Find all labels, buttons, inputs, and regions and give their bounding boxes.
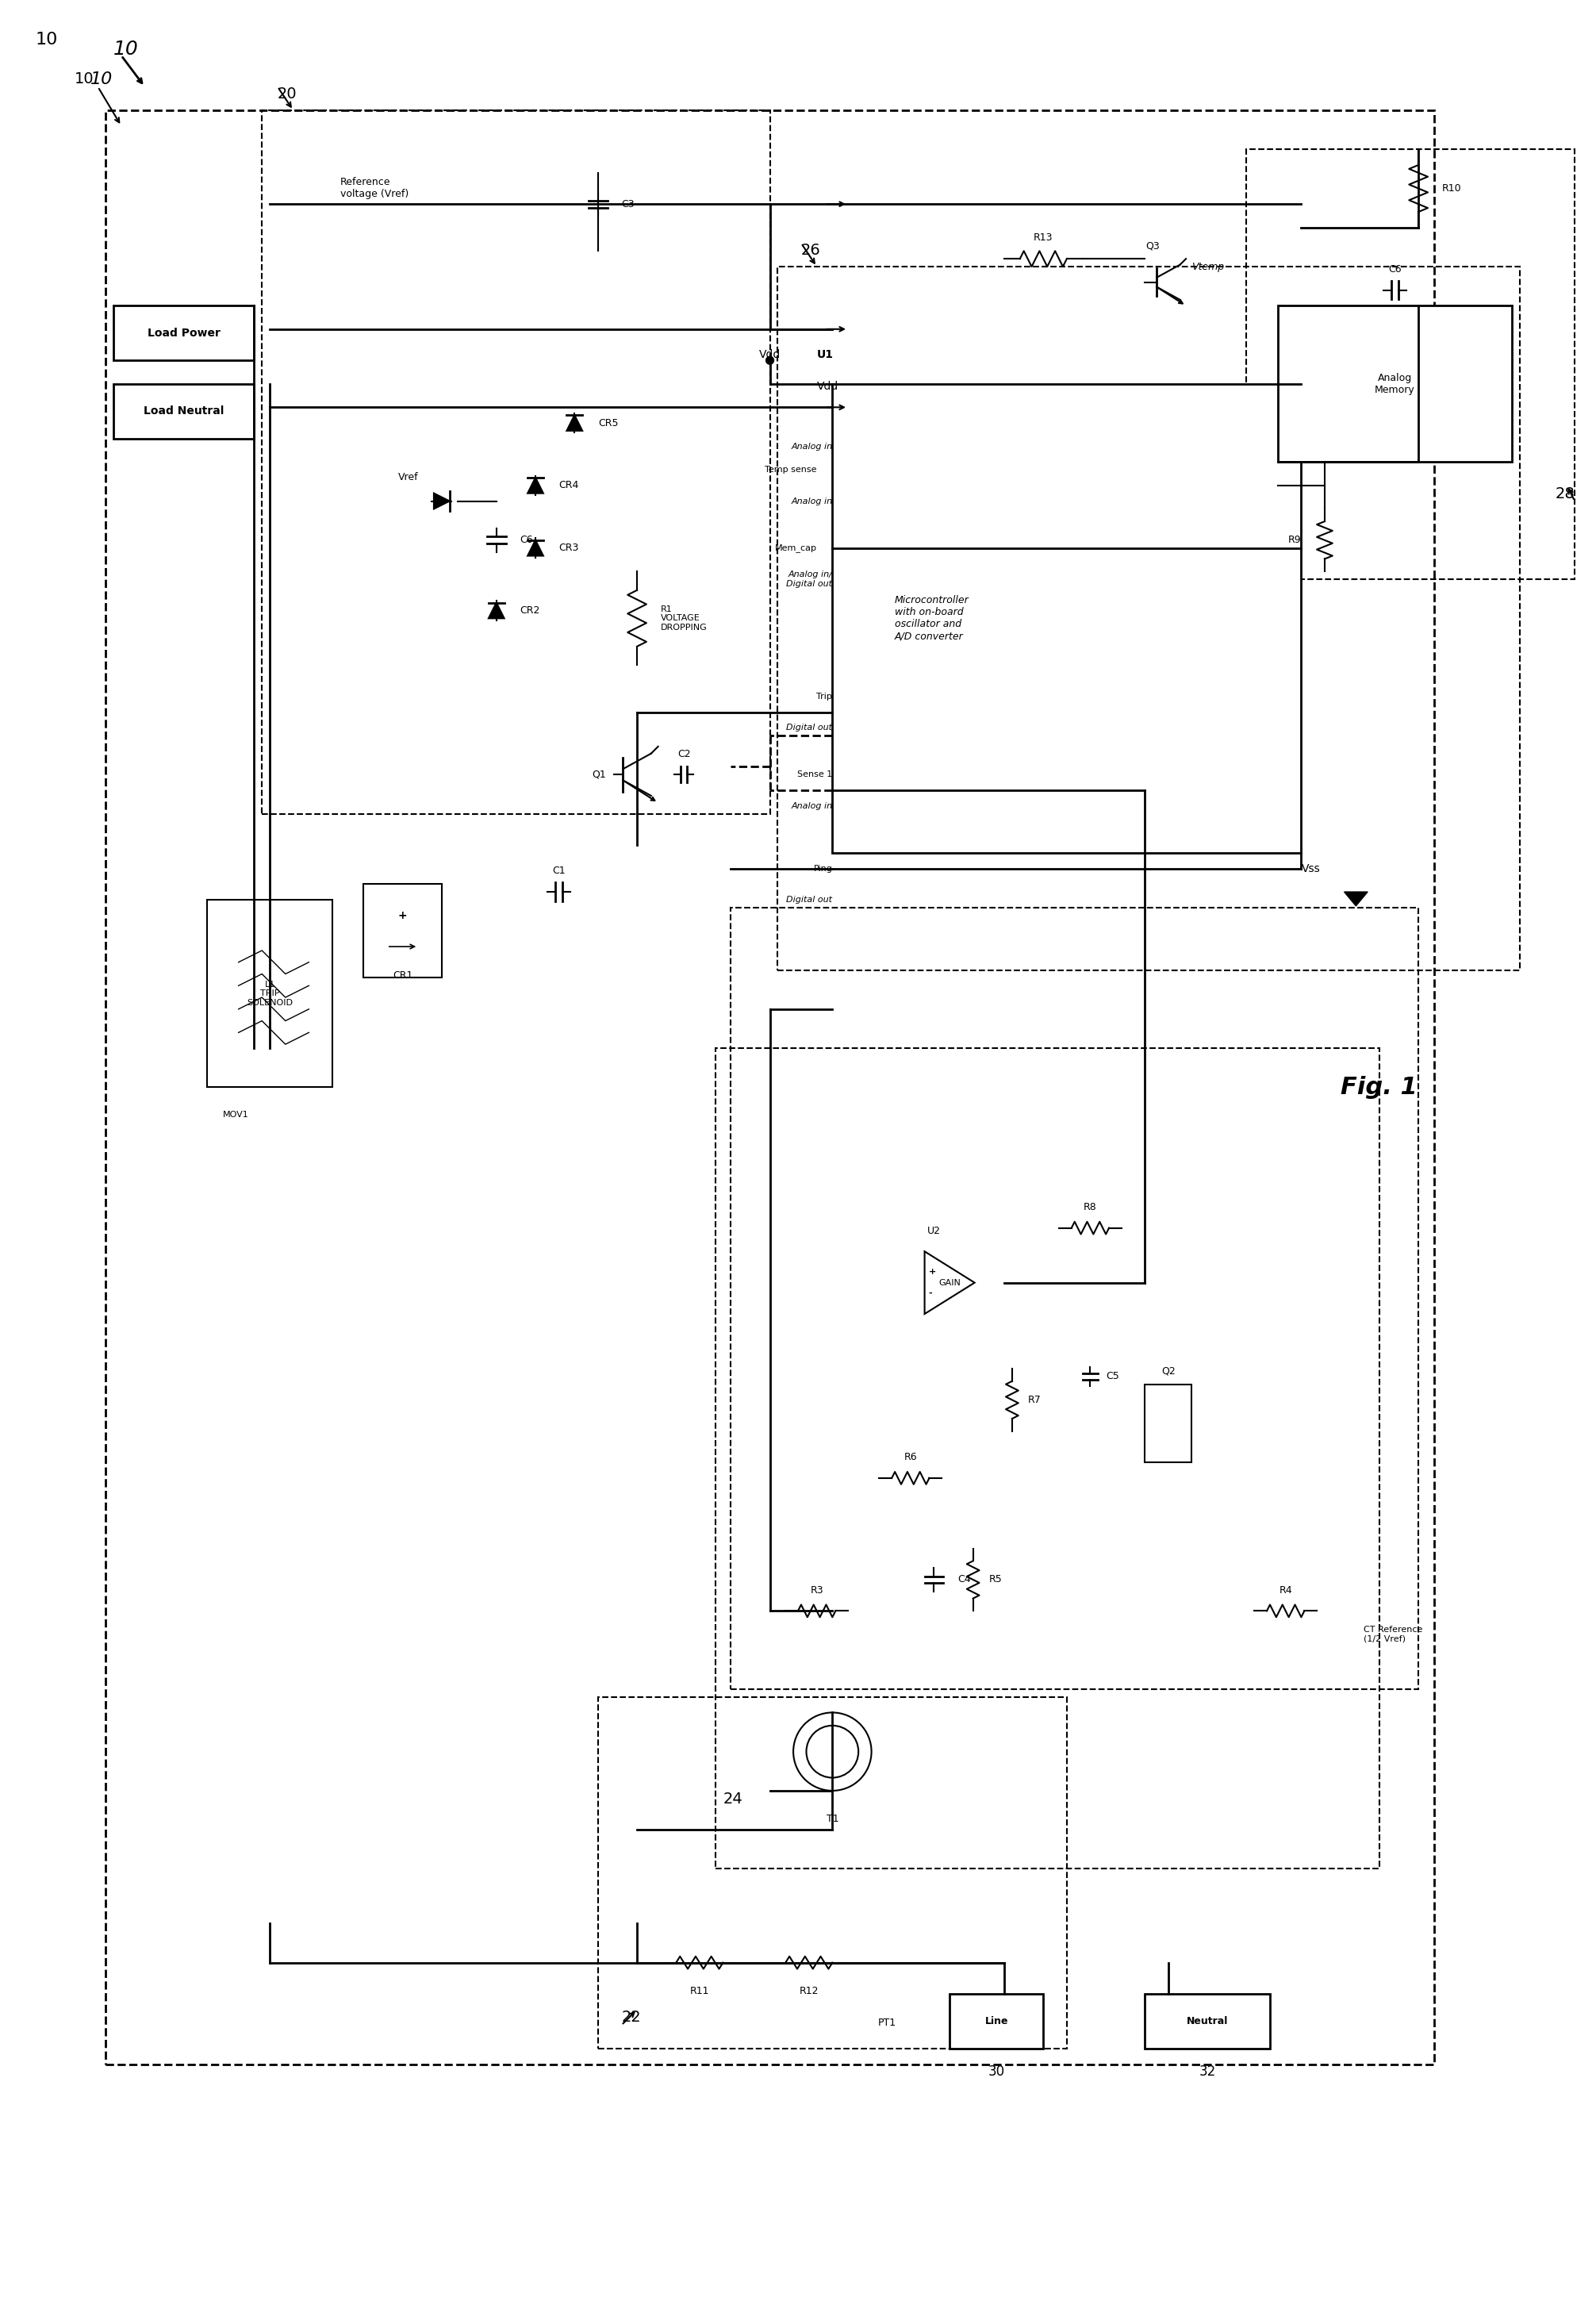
Bar (105, 111, 1435, 2064)
Text: 32: 32 (1199, 2064, 1216, 2077)
Text: C4: C4 (958, 1575, 970, 1584)
Text: +: + (929, 1269, 935, 1276)
Bar (1246, 148, 1575, 579)
Text: Vtemp: Vtemp (1192, 262, 1224, 271)
Text: CR3: CR3 (559, 542, 579, 554)
Text: R3: R3 (811, 1584, 824, 1596)
Bar (950, 1994, 1044, 2050)
Text: R9: R9 (1288, 535, 1301, 544)
Text: CR2: CR2 (520, 604, 539, 616)
Polygon shape (1344, 892, 1368, 906)
Text: Q1: Q1 (592, 769, 606, 780)
Text: PT1: PT1 (878, 2017, 897, 2029)
Text: Neutral: Neutral (1187, 2017, 1229, 2026)
Text: +: + (397, 910, 407, 922)
Bar (113, 384, 254, 438)
Text: Line: Line (985, 2017, 1009, 2026)
Polygon shape (528, 477, 543, 493)
Bar (113, 306, 254, 361)
Text: Sense 1: Sense 1 (798, 771, 833, 778)
Text: GAIN: GAIN (938, 1278, 961, 1288)
Bar (777, 266, 1519, 970)
Text: T1: T1 (827, 1813, 838, 1825)
Text: Digital out: Digital out (787, 725, 833, 732)
Polygon shape (528, 540, 543, 556)
Text: Vss: Vss (1301, 864, 1320, 873)
Text: Microcontroller
with on-board
oscillator and
A/D converter: Microcontroller with on-board oscillator… (895, 595, 969, 642)
Text: Digital out: Digital out (787, 896, 833, 903)
Bar (731, 908, 1419, 1688)
Text: 30: 30 (988, 2064, 1005, 2077)
Text: R5: R5 (988, 1575, 1002, 1584)
Text: 20: 20 (278, 86, 297, 102)
Text: Temp sense: Temp sense (764, 466, 817, 475)
Text: Vdd: Vdd (760, 350, 780, 361)
Text: R13: R13 (1034, 234, 1053, 243)
Polygon shape (488, 602, 504, 618)
Text: CR5: CR5 (598, 417, 618, 428)
Text: R8: R8 (1084, 1202, 1096, 1211)
Text: U2: U2 (927, 1225, 940, 1237)
Bar (833, 384, 1301, 852)
Text: Analog in: Analog in (792, 442, 833, 449)
Bar (364, 885, 442, 977)
Text: Load Neutral: Load Neutral (144, 405, 223, 417)
Text: MOV1: MOV1 (223, 1112, 249, 1119)
Text: C6: C6 (1389, 264, 1401, 273)
Bar (1278, 306, 1513, 461)
Text: 24: 24 (723, 1790, 742, 1806)
Bar (262, 111, 769, 813)
Bar (207, 899, 332, 1086)
Text: U1: U1 (817, 350, 833, 361)
Text: Analog in/
Digital out: Analog in/ Digital out (787, 570, 833, 588)
Text: Q2: Q2 (1162, 1366, 1175, 1376)
Text: R12: R12 (800, 1987, 819, 1996)
Text: Trip: Trip (817, 692, 833, 699)
Text: Analog
Memory: Analog Memory (1374, 373, 1416, 396)
Text: Analog in: Analog in (792, 498, 833, 505)
Polygon shape (567, 415, 583, 431)
Text: Fig. 1: Fig. 1 (1341, 1075, 1417, 1098)
Text: C2: C2 (677, 748, 691, 760)
Bar (598, 1698, 1066, 2050)
Text: CR4: CR4 (559, 479, 579, 491)
Text: C6: C6 (520, 535, 533, 544)
Text: 28: 28 (1555, 486, 1575, 500)
Bar (1144, 1994, 1270, 2050)
Text: Vdd: Vdd (817, 380, 838, 391)
Text: R4: R4 (1278, 1584, 1293, 1596)
Text: Analog in: Analog in (792, 801, 833, 811)
Text: C3: C3 (621, 199, 635, 208)
Text: Load Power: Load Power (147, 327, 220, 338)
Text: Q3: Q3 (1146, 241, 1160, 250)
Text: CR1: CR1 (393, 970, 413, 980)
Text: R11: R11 (689, 1987, 709, 1996)
Text: Reference
voltage (Vref): Reference voltage (Vref) (340, 178, 409, 199)
Text: L1
TRIP
SOLENOID: L1 TRIP SOLENOID (247, 980, 292, 1007)
Text: C5: C5 (1106, 1371, 1119, 1383)
Text: -: - (929, 1290, 932, 1297)
Text: R10: R10 (1441, 183, 1462, 195)
Text: 10: 10 (35, 32, 57, 49)
Text: 26: 26 (801, 243, 820, 257)
Polygon shape (434, 493, 450, 510)
Text: R1
VOLTAGE
DROPPING: R1 VOLTAGE DROPPING (661, 604, 707, 632)
Bar (715, 1049, 1379, 1869)
Text: 10: 10 (75, 72, 94, 86)
Text: Vref: Vref (397, 472, 418, 482)
Text: C1: C1 (552, 866, 565, 875)
Text: R7: R7 (1028, 1394, 1041, 1406)
Text: 10: 10 (89, 72, 112, 88)
Text: Ping: Ping (814, 864, 833, 873)
Bar (1144, 1385, 1192, 1461)
Text: R6: R6 (903, 1452, 918, 1461)
Circle shape (766, 357, 774, 364)
Text: Mem_cap: Mem_cap (774, 544, 817, 551)
Text: CT Reference
(1/2 Vref): CT Reference (1/2 Vref) (1363, 1626, 1422, 1642)
Text: 22: 22 (621, 2010, 642, 2024)
Text: 10: 10 (113, 39, 139, 58)
